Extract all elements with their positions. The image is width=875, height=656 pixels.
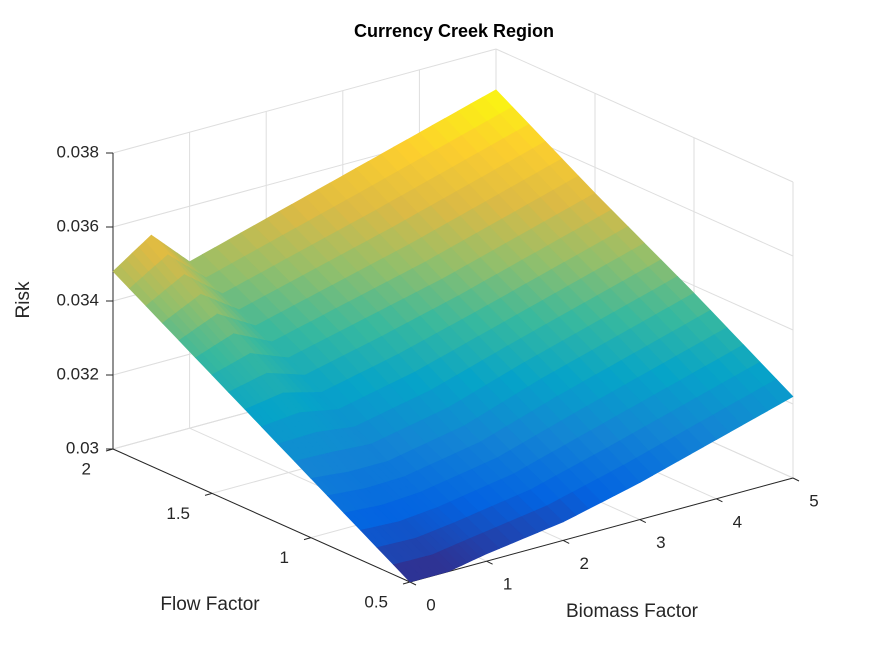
z-axis-title: Risk: [13, 281, 34, 318]
x-tick-label: 4: [733, 512, 742, 531]
y-tick: [303, 537, 312, 541]
x-axis-title: Biomass Factor: [566, 601, 699, 622]
x-tick: [716, 498, 723, 503]
y-tick: [402, 581, 411, 585]
x-tick: [562, 539, 570, 544]
z-tick-label: 0.03: [66, 438, 99, 457]
chart-title: Currency Creek Region: [354, 21, 554, 41]
y-tick-label: 0.5: [364, 592, 388, 611]
y-axis-line: [112, 448, 411, 583]
z-tick-label: 0.036: [56, 216, 99, 235]
y-tick-label: 1: [280, 548, 289, 567]
x-axis-line: [409, 477, 794, 583]
x-tick: [639, 519, 647, 524]
x-tick: [409, 581, 417, 586]
x-tick-label: 1: [503, 575, 512, 594]
z-tick-label: 0.032: [56, 364, 99, 383]
x-tick-label: 0: [426, 595, 435, 614]
grid-line: [495, 48, 794, 183]
x-tick-label: 5: [809, 491, 818, 510]
z-tick-label: 0.034: [56, 290, 99, 309]
surface-patch: [392, 562, 417, 583]
y-tick-label: 2: [82, 459, 91, 478]
y-tick: [204, 492, 213, 496]
y-axis-title: Flow Factor: [160, 594, 260, 615]
x-tick-label: 2: [579, 554, 588, 573]
x-tick: [792, 477, 800, 482]
x-tick: [486, 560, 493, 565]
grid-line: [112, 48, 497, 154]
x-tick-label: 3: [656, 533, 665, 552]
z-tick-label: 0.038: [56, 142, 99, 161]
y-tick-label: 1.5: [166, 504, 190, 523]
